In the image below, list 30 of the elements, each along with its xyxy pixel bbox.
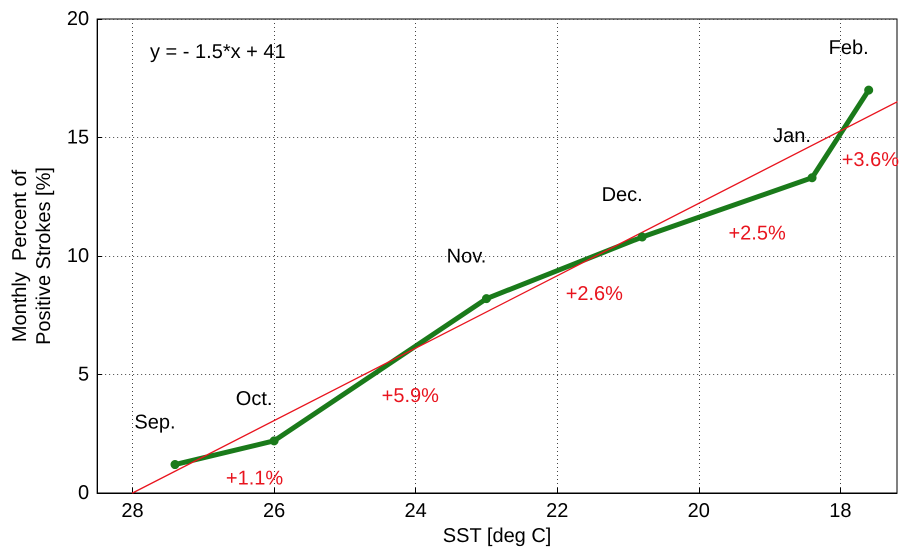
annotation: +2.5% xyxy=(728,222,786,244)
annotation: Jan. xyxy=(773,124,811,147)
y-tick-label: 10 xyxy=(66,245,90,267)
annotation: y = - 1.5*x + 41 xyxy=(150,41,286,63)
annotation: Feb. xyxy=(828,37,869,60)
y-tick-label: 0 xyxy=(78,482,90,504)
y-tick-label: 15 xyxy=(66,126,90,148)
point xyxy=(482,294,491,304)
point xyxy=(638,232,647,242)
annotation: Nov. xyxy=(446,246,486,268)
x-tick-label: 28 xyxy=(121,500,144,522)
point xyxy=(808,173,817,182)
annotation: +1.1% xyxy=(226,468,284,490)
point xyxy=(864,86,874,95)
x-tick-label: 18 xyxy=(829,500,852,522)
y-tick-label: 20 xyxy=(66,8,90,30)
point xyxy=(170,460,180,470)
annotation: +5.9% xyxy=(382,384,440,407)
point xyxy=(270,436,279,446)
y-axis-title: Monthly Percent of Positive Strokes [%] xyxy=(9,167,55,345)
x-tick-label: 20 xyxy=(688,500,710,522)
annotation: +2.6% xyxy=(566,282,624,305)
annotation: Oct. xyxy=(236,388,272,410)
x-axis-title: SST [deg C] xyxy=(442,524,552,547)
y-tick-label: 5 xyxy=(78,364,90,386)
x-tick-label: 26 xyxy=(262,500,286,522)
annotation: Sep. xyxy=(134,412,176,434)
annotation: Dec. xyxy=(602,184,643,206)
x-tick-label: 24 xyxy=(404,500,427,522)
x-tick-label: 22 xyxy=(546,500,568,522)
